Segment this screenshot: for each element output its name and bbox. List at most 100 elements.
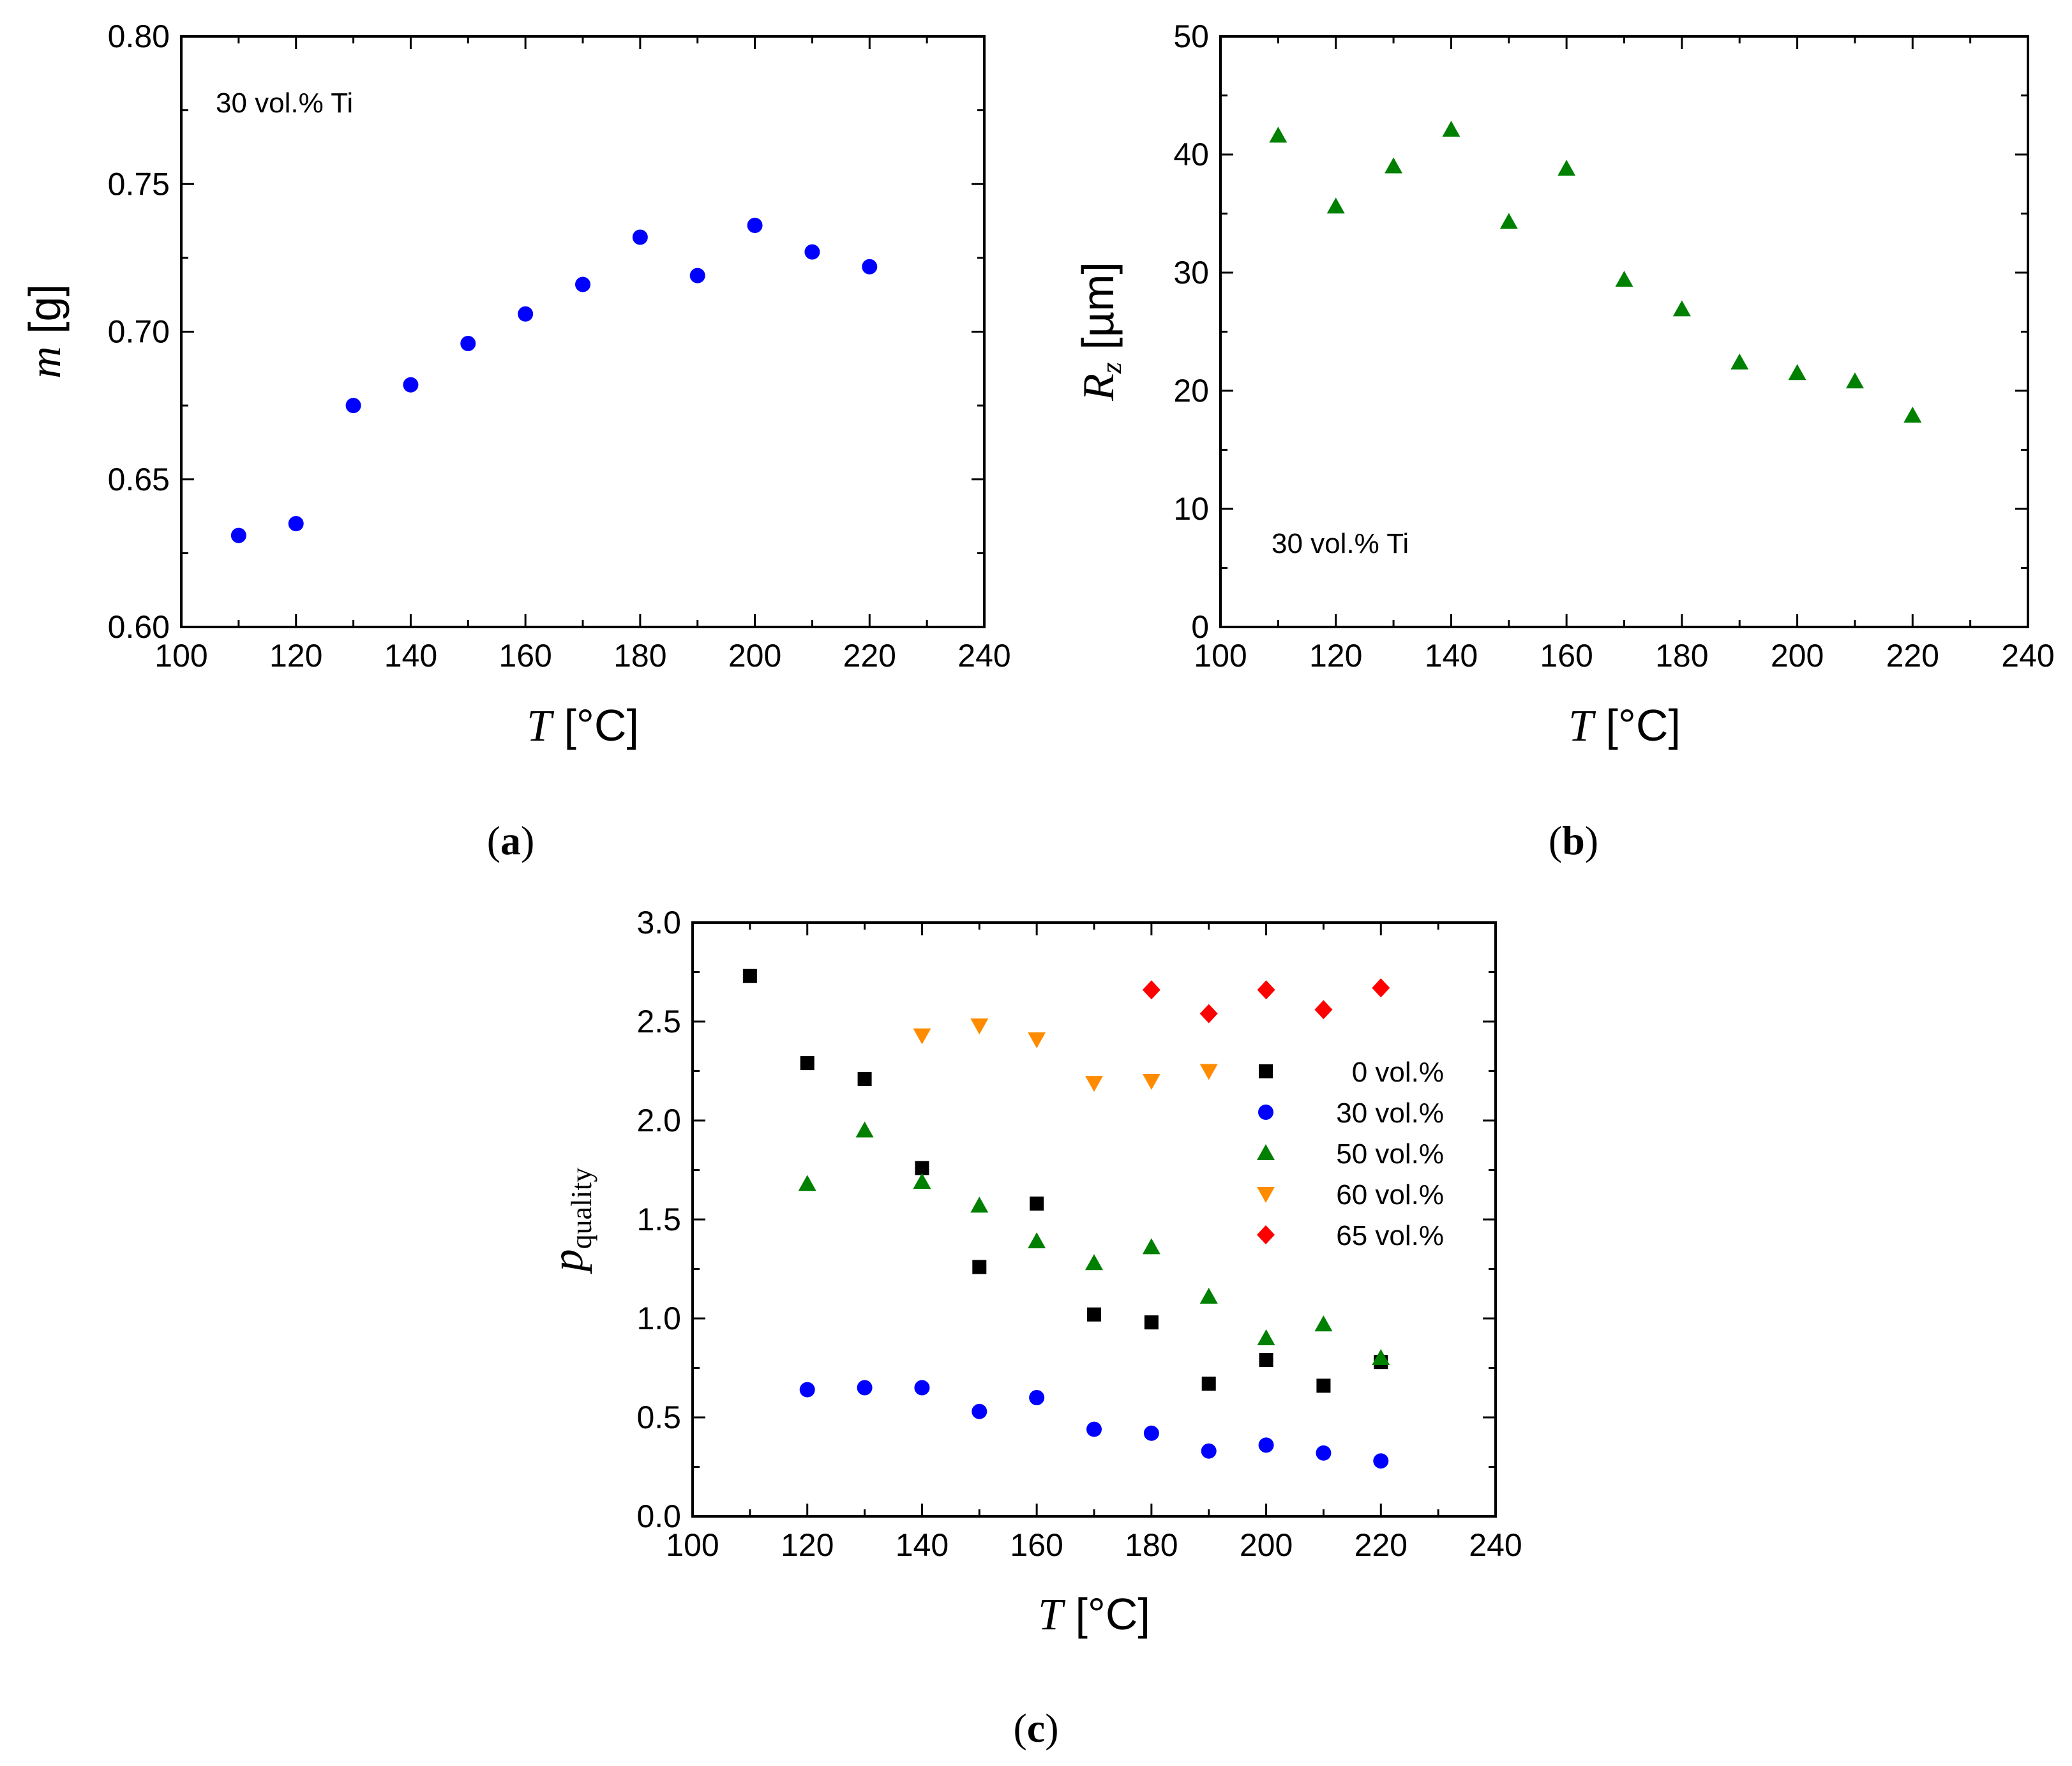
x-tick-label: 120	[781, 1527, 834, 1563]
panel-b-label: (b)	[1549, 818, 1598, 863]
panel-c-letter: c	[1027, 1705, 1045, 1751]
x-tick-label: 240	[2001, 638, 2054, 674]
y-tick-label: 50	[1173, 19, 1209, 54]
panel-c-x-axis-label: T [°C]	[1038, 1589, 1150, 1640]
panel-a-label: (a)	[487, 818, 535, 863]
x-tick-label: 220	[1886, 638, 1939, 674]
y-tick-label: 10	[1173, 491, 1209, 527]
x-tick-label: 160	[1540, 638, 1593, 674]
panel-b-letter: b	[1562, 818, 1585, 863]
data-point	[1845, 372, 1864, 389]
data-point	[1372, 978, 1390, 998]
panel-b-y-axis-label: Rz [µm]	[1073, 262, 1127, 402]
panel-b-x-axis-label: T [°C]	[1568, 700, 1681, 751]
data-point	[1085, 1254, 1103, 1271]
data-point	[1199, 1064, 1218, 1080]
x-tick-label: 140	[896, 1527, 949, 1563]
x-tick-label: 100	[1194, 638, 1247, 674]
panel-a-x-axis-label: T [°C]	[527, 700, 639, 751]
panel-a-annotation: 30 vol.% Ti	[216, 87, 353, 119]
x-tick-label: 200	[1771, 638, 1824, 674]
data-point	[575, 276, 590, 292]
data-point	[1142, 1238, 1160, 1255]
legend-label: 30 vol.%	[1336, 1098, 1444, 1129]
legend-label: 0 vol.%	[1352, 1057, 1444, 1088]
data-point	[913, 1173, 931, 1189]
panel-a-marks	[230, 218, 878, 543]
panel-c-y-axis-label: pquality	[543, 1168, 597, 1275]
data-point	[742, 969, 757, 983]
panel-a-ticks: 100 120 140 160 180 200 220 240 0.60 0.65 0.70 0.75…	[108, 19, 1011, 674]
data-point	[857, 1071, 872, 1086]
data-point	[972, 1260, 987, 1274]
y-tick-label: 0.75	[108, 166, 170, 202]
y-tick-label: 30	[1173, 255, 1209, 291]
data-point	[1144, 1315, 1159, 1330]
data-point	[1199, 1004, 1218, 1023]
data-point	[1201, 1443, 1217, 1459]
data-point	[1499, 213, 1518, 229]
y-tick-label: 0.5	[636, 1400, 681, 1435]
legend-marker	[1259, 1064, 1273, 1078]
data-point	[915, 1161, 929, 1175]
data-point	[1269, 126, 1287, 143]
data-point	[1730, 353, 1749, 370]
data-point	[1199, 1287, 1218, 1304]
panel-b-annotation: 30 vol.% Ti	[1272, 528, 1409, 559]
y-tick-label: 2.5	[636, 1004, 681, 1039]
panel-a: 100 120 140 160 180 200 220 240 0.60 0.65 0.70 0.75…	[20, 19, 1011, 863]
panel-a-letter: a	[500, 818, 521, 863]
y-tick-label: 0.80	[108, 19, 170, 54]
x-tick-label: 100	[154, 638, 207, 674]
data-point	[855, 1121, 874, 1138]
legend-marker	[1257, 1144, 1275, 1160]
panel-b: 100 120 140 160 180 200 220 240 0 10 20 30 40 50 30 v…	[1073, 19, 2055, 863]
data-point	[1314, 1315, 1333, 1332]
y-tick-label: 1.5	[636, 1202, 681, 1237]
panel-c-label: (c)	[1013, 1705, 1058, 1751]
data-point	[1788, 364, 1806, 381]
data-point	[1316, 1378, 1331, 1393]
y-tick-label: 2.0	[636, 1103, 681, 1138]
panel-c: 100 120 140 160 180 200 220 240 0.0 0.5 1.0 1.5 2.0 2…	[543, 905, 1522, 1751]
data-point	[1258, 1437, 1274, 1453]
data-point	[1028, 1032, 1046, 1048]
data-point	[1615, 271, 1633, 287]
panel-c-marks	[742, 969, 1390, 1469]
data-point	[1259, 1353, 1273, 1368]
x-tick-label: 220	[843, 638, 896, 674]
data-point	[1028, 1232, 1046, 1249]
data-point	[970, 1018, 989, 1035]
data-point	[345, 398, 361, 414]
x-tick-label: 120	[269, 638, 322, 674]
data-point	[1672, 300, 1691, 317]
data-point	[1201, 1377, 1216, 1391]
data-point	[403, 377, 419, 393]
y-tick-label: 0.65	[108, 462, 170, 497]
y-tick-label: 0.70	[108, 314, 170, 350]
data-point	[747, 218, 763, 233]
legend-marker	[1257, 1225, 1275, 1244]
data-point	[1326, 197, 1345, 214]
data-point	[1085, 1076, 1103, 1092]
panel-c-legend: 0 vol.% 30 vol.% 50 vol.% 60 vol.% 65 vol.%	[1257, 1057, 1444, 1251]
data-point	[460, 336, 476, 351]
data-point	[970, 1196, 989, 1213]
data-point	[1903, 406, 1922, 423]
data-point	[1030, 1196, 1044, 1211]
data-point	[862, 259, 878, 275]
data-point	[972, 1403, 987, 1419]
x-tick-label: 160	[499, 638, 552, 674]
data-point	[1372, 1349, 1390, 1365]
y-tick-label: 0.0	[636, 1498, 681, 1534]
data-point	[857, 1380, 873, 1396]
data-point	[804, 244, 820, 260]
data-point	[800, 1056, 815, 1071]
data-point	[913, 1028, 931, 1045]
y-tick-label: 1.0	[636, 1301, 681, 1336]
data-point	[798, 1175, 816, 1191]
data-point	[799, 1382, 815, 1398]
data-point	[1143, 1425, 1159, 1441]
panel-c-ticks: 100 120 140 160 180 200 220 240 0.0 0.5 1.0 1.5 2.0 2…	[636, 905, 1522, 1563]
